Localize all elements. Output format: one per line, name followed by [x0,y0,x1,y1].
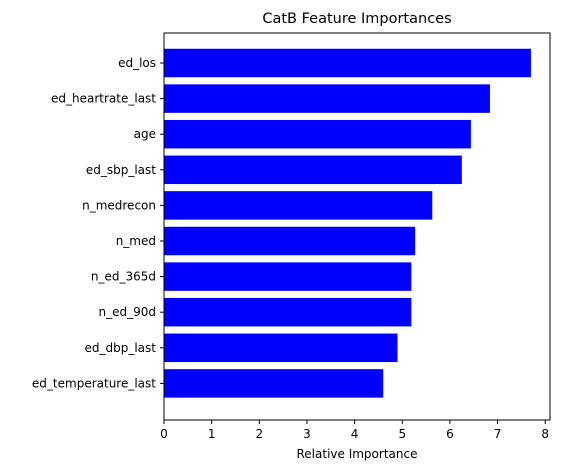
x-axis-label: Relative Importance [297,447,418,461]
bar-ed_temperature_last [164,369,383,397]
bar-ed_dbp_last [164,334,398,362]
category-label-ed_heartrate_last: ed_heartrate_last [51,92,156,106]
bars-group [164,49,531,398]
category-label-ed_temperature_last: ed_temperature_last [32,376,156,390]
bar-n_ed_365d [164,262,411,290]
bar-age [164,120,471,148]
x-tick-label: 0 [160,427,168,441]
category-label-ed_sbp_last: ed_sbp_last [86,163,156,177]
category-label-n_medrecon: n_medrecon [82,198,156,212]
x-tick-label: 5 [398,427,406,441]
bar-ed_sbp_last [164,156,462,184]
x-tick-label: 3 [303,427,311,441]
bar-ed_heartrate_last [164,84,490,112]
x-tick-label: 7 [494,427,502,441]
category-label-n_med: n_med [116,234,156,248]
x-tick-label: 6 [446,427,454,441]
category-label-n_ed_90d: n_ed_90d [99,305,157,319]
x-tick-label: 8 [541,427,549,441]
category-label-ed_los: ed_los [118,56,156,70]
bar-n_ed_90d [164,298,411,326]
bar-n_med [164,227,415,255]
bar-ed_los [164,49,531,77]
category-label-age: age [134,127,156,141]
chart-title: CatB Feature Importances [262,11,451,27]
x-ticks: 0 1 2 3 4 5 6 7 8 [160,420,549,441]
x-tick-label: 1 [208,427,216,441]
category-label-ed_dbp_last: ed_dbp_last [85,341,157,355]
category-label-n_ed_365d: n_ed_365d [91,270,156,284]
bar-n_medrecon [164,191,432,219]
x-tick-label: 4 [351,427,359,441]
x-tick-label: 2 [255,427,263,441]
